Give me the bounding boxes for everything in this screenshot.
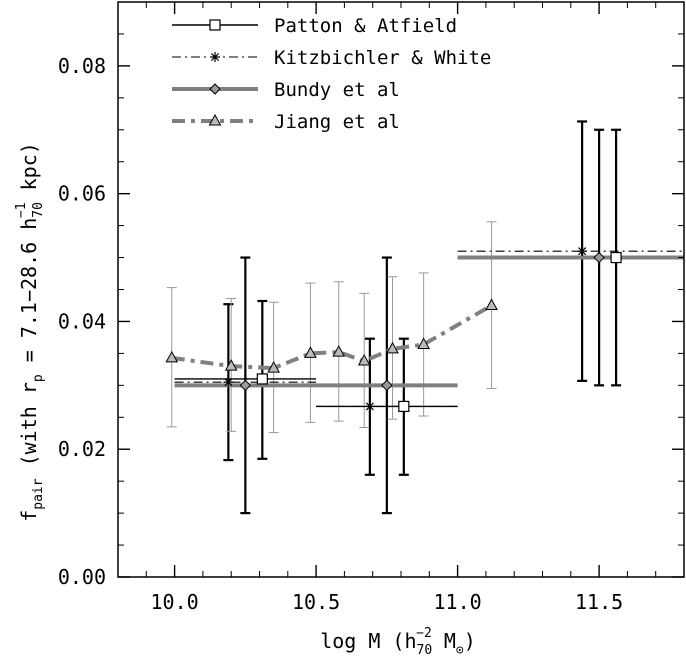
marker-s3-p3 [304,346,317,358]
legend-label-1: Kitzbichler & White [274,47,491,69]
marker-s3-p1 [224,359,238,371]
marker-s0-p2 [610,251,622,264]
legend-marker-2 [209,83,221,95]
marker-s3-p2 [267,361,280,373]
marker-s3-p5 [357,354,371,366]
x-axis-label: log M (h70−2 M⊙) [320,626,476,658]
legend-label-3: Jiang et al [274,111,400,133]
x-tick-label-0: 10.0 [151,590,199,614]
marker-s2-p1 [381,379,393,392]
marker-s3-p7 [417,337,430,349]
legend-marker-0 [209,19,221,31]
axes-layer: 10.0 10.5 11.0 11.5 0.00 0.02 0.04 0.06 0.08 [58,1,685,614]
y-axis-label: fpair (with rp = 7.1−28.6 h70−1 kpc) [14,142,46,522]
marker-s3-p0 [165,350,179,363]
marker-s0-p0 [256,373,268,385]
legend-label-2: Bundy et al [274,79,400,101]
errorbar-layer [166,120,622,515]
x-tick-label-2: 11.0 [434,590,482,614]
marker-s3-p8 [485,298,498,310]
y-tick-label-4: 0.08 [58,54,106,78]
y-tick-label-1: 0.02 [58,437,106,461]
legend-marker-3 [208,113,222,126]
x-tick-label-3: 11.5 [575,590,623,614]
legend: Patton & Atfield Kitzbichler & White Bundy… [172,15,491,133]
legend-marker-1 [210,52,220,62]
marker-s0-p1 [398,400,410,413]
marker-s3-p6 [386,341,399,354]
marker-layer [165,246,622,413]
marker-s1-p1 [364,401,375,412]
series-line-s3 [171,303,493,371]
marker-s1-p2 [577,246,588,257]
marker-s2-p2 [593,251,605,264]
marker-s1-p0 [223,377,234,388]
marker-s3-p4 [332,345,346,357]
x-tick-label-1: 10.5 [292,590,340,614]
y-tick-label-2: 0.04 [58,309,106,333]
y-tick-label-3: 0.06 [58,182,106,206]
series-line-layer [171,250,684,408]
legend-label-0: Patton & Atfield [274,15,457,37]
y-tick-label-0: 0.00 [58,565,106,589]
marker-s2-p0 [239,379,252,392]
